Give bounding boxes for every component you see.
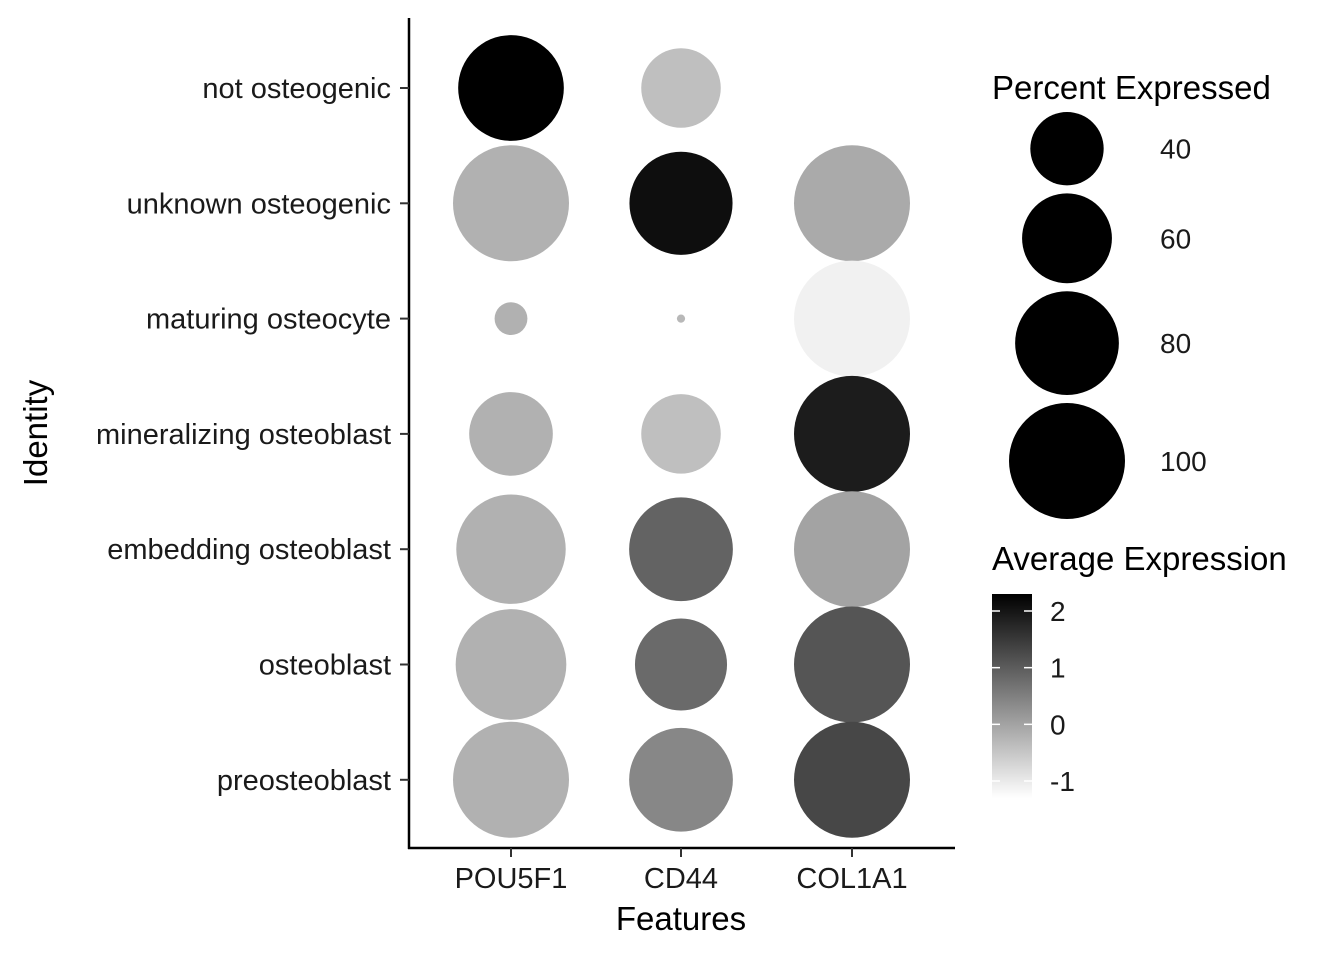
- dot-pou5f1-maturing-osteocyte: [494, 302, 528, 336]
- dot-cd44-embedding-osteoblast: [629, 497, 733, 602]
- color-legend: Average Expression -1 0 1 2: [992, 540, 1287, 798]
- y-axis-ticks: not osteogenic unknown osteogenic maturing…: [96, 73, 409, 797]
- y-tick-label: preosteoblast: [217, 765, 391, 797]
- size-legend-dot: [1009, 402, 1125, 519]
- x-axis-ticks: POU5F1 CD44 COL1A1: [455, 848, 908, 895]
- size-legend-label: 100: [1160, 446, 1207, 477]
- dot-col1a1-not-osteogenic: [794, 30, 910, 146]
- color-legend-title: Average Expression: [992, 540, 1287, 577]
- dot-pou5f1-embedding-osteoblast: [456, 494, 566, 604]
- y-tick-label: maturing osteocyte: [146, 304, 391, 336]
- size-legend-title: Percent Expressed: [992, 69, 1271, 106]
- size-legend: Percent Expressed 40 60 80 100: [992, 69, 1271, 519]
- size-legend-label: 40: [1160, 134, 1191, 165]
- colorbar-label: 1: [1050, 653, 1066, 684]
- x-tick-label: POU5F1: [455, 863, 568, 895]
- colorbar-label: 0: [1050, 709, 1066, 740]
- colorbar-label: -1: [1050, 766, 1075, 797]
- y-tick-label: osteoblast: [259, 650, 391, 682]
- dot-cd44-osteoblast: [634, 618, 728, 711]
- x-tick-label: COL1A1: [796, 863, 907, 895]
- y-tick-label: embedding osteoblast: [107, 534, 391, 566]
- dot-col1a1-embedding-osteoblast: [794, 491, 910, 608]
- dot-pou5f1-mineralizing-osteoblast: [469, 392, 553, 476]
- dot-cd44-preosteoblast: [629, 727, 733, 832]
- dot-pou5f1-preosteoblast: [453, 721, 569, 838]
- dot-col1a1-maturing-osteocyte: [794, 260, 910, 377]
- dot-cd44-maturing-osteocyte: [676, 314, 686, 323]
- size-legend-dot: [1030, 112, 1104, 186]
- size-legend-dot: [1022, 193, 1112, 284]
- dot-col1a1-unknown-osteogenic: [794, 145, 910, 262]
- y-tick-label: not osteogenic: [202, 73, 391, 105]
- dot-col1a1-osteoblast: [794, 606, 910, 723]
- x-axis-title: Features: [616, 900, 746, 937]
- size-legend-label: 80: [1160, 328, 1191, 359]
- dot-cd44-not-osteogenic: [641, 48, 721, 128]
- dot-pou5f1-unknown-osteogenic: [453, 145, 569, 262]
- colorbar: [992, 594, 1032, 798]
- y-tick-label: unknown osteogenic: [127, 188, 391, 220]
- size-legend-dot: [1015, 291, 1119, 395]
- dot-col1a1-preosteoblast: [794, 721, 910, 838]
- y-axis-title: Identity: [17, 379, 54, 486]
- size-legend-label: 60: [1160, 223, 1191, 254]
- plot-panel: not osteogenic unknown osteogenic maturing…: [96, 18, 955, 895]
- dot-pou5f1-not-osteogenic: [458, 35, 564, 141]
- dot-pou5f1-osteoblast: [455, 609, 567, 720]
- y-tick-label: mineralizing osteoblast: [96, 419, 391, 451]
- x-tick-label: CD44: [644, 863, 718, 895]
- colorbar-label: 2: [1050, 596, 1066, 627]
- dot-cd44-unknown-osteogenic: [629, 151, 733, 255]
- dot-cd44-mineralizing-osteoblast: [641, 394, 721, 474]
- dots-layer: [453, 30, 910, 838]
- dot-col1a1-mineralizing-osteoblast: [794, 375, 910, 492]
